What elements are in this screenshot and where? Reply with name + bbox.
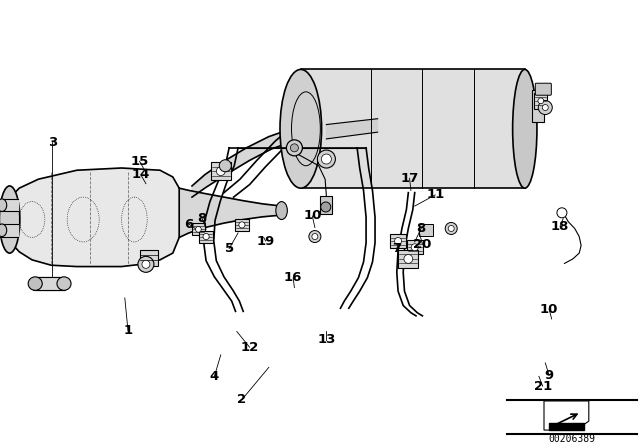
Circle shape [394,237,402,245]
Text: 15: 15 [131,155,148,168]
Circle shape [557,208,567,218]
Text: 18: 18 [551,220,569,233]
Circle shape [312,233,318,240]
Polygon shape [549,423,584,430]
Circle shape [287,140,303,156]
Ellipse shape [513,69,537,188]
Circle shape [538,100,552,115]
Circle shape [448,225,454,232]
Circle shape [412,244,419,251]
Polygon shape [179,188,282,237]
Text: 20: 20 [413,237,431,251]
Circle shape [309,231,321,242]
Circle shape [142,260,150,268]
Bar [192,224,205,235]
Bar [140,250,157,266]
Circle shape [542,104,548,111]
Text: 8: 8 [417,222,426,235]
Ellipse shape [0,199,6,211]
Polygon shape [35,277,64,290]
Bar [33,277,65,290]
Bar [199,231,213,242]
Text: 5: 5 [225,242,234,255]
Circle shape [220,160,231,172]
Text: 9: 9 [545,369,554,382]
Text: 10: 10 [303,209,321,223]
Ellipse shape [28,277,42,290]
Polygon shape [192,120,378,197]
Text: 13: 13 [317,333,335,346]
Ellipse shape [280,69,321,188]
FancyBboxPatch shape [535,83,551,95]
Circle shape [445,223,457,234]
Ellipse shape [0,186,20,253]
Circle shape [321,202,331,212]
Polygon shape [6,168,179,267]
Text: 00206389: 00206389 [548,434,595,444]
Text: 14: 14 [132,168,150,181]
Circle shape [239,222,245,228]
Circle shape [203,233,209,240]
Text: 17: 17 [401,172,419,185]
Text: 11: 11 [426,188,444,202]
Text: 16: 16 [284,271,302,284]
Text: 21: 21 [534,379,552,393]
Text: 7: 7 [392,242,401,255]
Ellipse shape [0,224,6,237]
Ellipse shape [276,202,287,220]
Circle shape [538,98,543,103]
Bar [211,162,231,180]
Circle shape [138,256,154,272]
Bar [532,90,545,122]
Bar [398,250,419,268]
Polygon shape [326,119,378,139]
Text: 1: 1 [124,324,132,337]
Bar [320,196,332,214]
Bar [390,234,406,248]
Text: 10: 10 [540,302,558,316]
Circle shape [317,150,335,168]
Text: 3: 3 [48,136,57,149]
Text: 4: 4 [210,370,219,383]
Ellipse shape [57,277,71,290]
Bar [235,219,249,231]
Bar [407,240,423,254]
Circle shape [404,254,413,263]
Text: 2: 2 [237,393,246,406]
Text: 6: 6 [184,217,193,231]
Text: 19: 19 [257,234,275,248]
Circle shape [196,227,201,232]
Polygon shape [544,401,589,430]
Bar [301,69,525,188]
Bar [534,93,547,109]
Circle shape [291,144,298,152]
Bar [419,224,433,236]
Text: 8: 8 [198,212,207,225]
Text: 12: 12 [241,340,259,354]
Circle shape [321,154,332,164]
Circle shape [216,167,225,176]
